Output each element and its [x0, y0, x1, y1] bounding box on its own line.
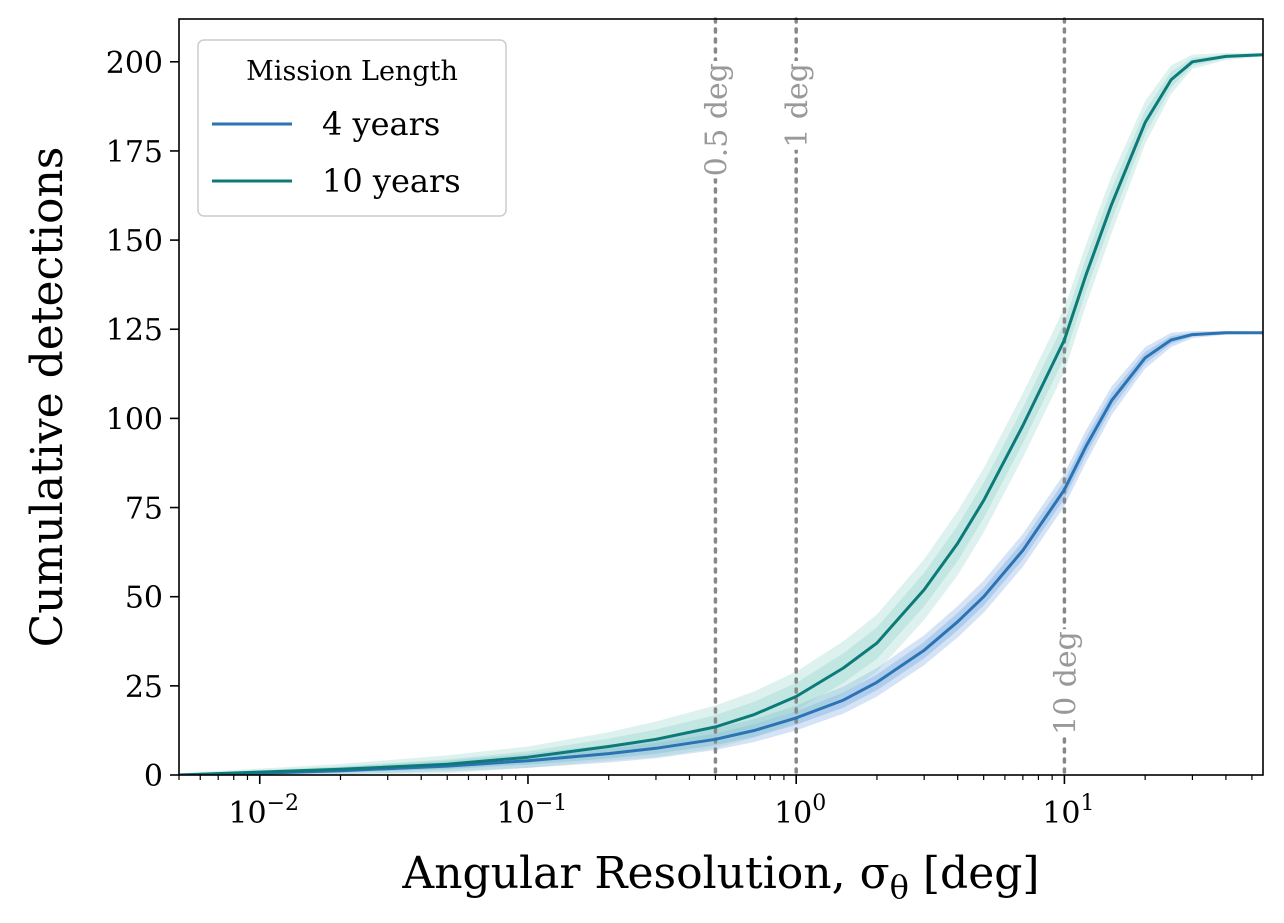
reference-line-label-backing [699, 61, 735, 179]
reference-line-label-backing [1048, 629, 1084, 737]
y-tick-label: 200 [106, 46, 163, 81]
series-line-4-years [179, 331, 1263, 775]
y-tick-label: 25 [125, 670, 163, 705]
reference-line-labels: 0.5 deg 1 deg 10 deg [699, 61, 1084, 737]
reference-line-label: 10 deg [1048, 631, 1083, 735]
y-tick-label: 175 [106, 135, 163, 170]
x-tick-label: 101 [1042, 791, 1094, 831]
legend-label: 10 years [322, 162, 461, 200]
x-tick-label: 10−1 [497, 791, 568, 831]
legend-items: 4 years 10 years [212, 105, 461, 200]
legend-box [197, 39, 507, 217]
reference-line-label: 0.5 deg [699, 63, 734, 176]
reference-line-label-backing [780, 61, 816, 150]
legend: Mission Length 4 years 10 years [197, 39, 507, 217]
confidence-bands [179, 52, 1263, 775]
y-tick-label: 125 [106, 313, 163, 348]
plot-frame [178, 18, 1264, 776]
y-axis-title: Cumulative detections [22, 147, 73, 648]
y-tick-label: 150 [106, 224, 163, 259]
y-tick-label: 0 [144, 759, 163, 794]
x-tick-label: 10−2 [228, 791, 299, 831]
legend-label: 4 years [322, 105, 440, 143]
y-axis-ticks: 0 25 50 75 100 125 150 175 200 [106, 46, 179, 794]
y-tick-label: 75 [125, 492, 163, 527]
y-tick-label: 50 [125, 581, 163, 616]
legend-title: Mission Length [246, 56, 458, 87]
x-tick-label: 100 [774, 791, 826, 831]
series-lines [179, 53, 1263, 775]
y-tick-label: 100 [106, 402, 163, 437]
reference-line-label: 1 deg [780, 63, 815, 148]
series-line-10-years [179, 53, 1263, 775]
x-axis-ticks: 10−2 10−1 100 101 [178, 775, 1253, 831]
confidence-band-10-years [179, 52, 1263, 775]
x-axis-title: Angular Resolution, σθ [deg] [401, 848, 1039, 906]
